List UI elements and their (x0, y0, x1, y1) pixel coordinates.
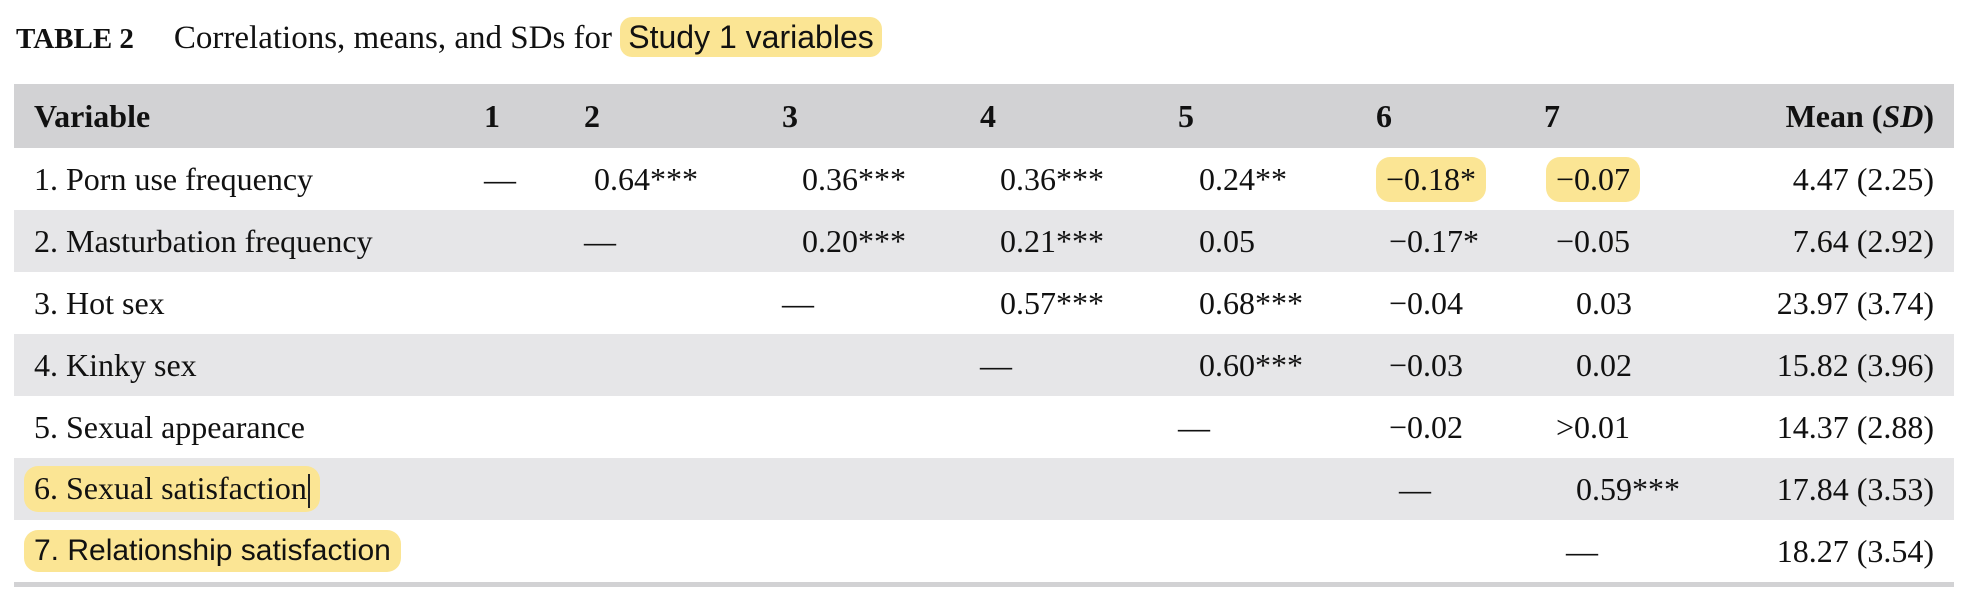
row-value: −0.05 (1556, 222, 1631, 259)
header-variable: Variable (34, 97, 151, 134)
row-value-highlighted[interactable]: −0.07 (1546, 148, 1641, 210)
table-row: 4. Kinky sex — 0.60*** −0.03 0.02 15.82 … (14, 334, 1954, 396)
row-value: >0.01 (1556, 408, 1631, 445)
row-value: 0.36*** (802, 160, 906, 197)
row-value: — (584, 222, 616, 259)
header-col-7: 7 (1544, 97, 1560, 134)
row-value: 0.02 (1576, 346, 1632, 383)
table-row: 6. Sexual satisfaction — 0.59*** 17.84 (… (14, 458, 1954, 520)
row-value: −0.02 (1389, 408, 1464, 445)
correlation-table: Variable 1 2 3 4 5 6 7 Mean (SD) 1. Porn… (14, 84, 1954, 587)
row-value: 0.05 (1199, 222, 1255, 259)
row-variable: 3. Hot sex (34, 284, 165, 321)
table-header-row: Variable 1 2 3 4 5 6 7 Mean (SD) (14, 84, 1954, 148)
table-row: 7. Relationship satisfaction — 18.27 (3.… (14, 520, 1954, 582)
row-mean-sd: 18.27 (3.54) (1776, 532, 1934, 569)
row-value: — (484, 160, 516, 197)
caption-text: Correlations, means, and SDs for (173, 20, 613, 56)
header-mean-label: Mean ( (1785, 97, 1883, 134)
row-value: 0.24** (1199, 160, 1287, 197)
highlighted-value[interactable]: −0.07 (1546, 156, 1641, 202)
header-col-1: 1 (484, 97, 500, 134)
header-col-6: 6 (1376, 97, 1392, 134)
row-mean-sd: 15.82 (3.96) (1776, 346, 1934, 383)
row-value: — (1178, 408, 1210, 445)
table-row: 1. Porn use frequency — 0.64*** 0.36*** … (14, 148, 1954, 210)
highlighted-variable[interactable]: 7. Relationship satisfaction (24, 530, 401, 572)
table-row: 5. Sexual appearance — −0.02 >0.01 14.37… (14, 396, 1954, 458)
caption-highlighted-text[interactable]: Study 1 variables (620, 17, 882, 57)
row-value: 0.21*** (1000, 222, 1104, 259)
variable-text: 6. Sexual satisfaction (34, 469, 307, 506)
header-col-3: 3 (782, 97, 798, 134)
row-value: 0.59*** (1576, 470, 1680, 507)
table-row: 3. Hot sex — 0.57*** 0.68*** −0.04 0.03 … (14, 272, 1954, 334)
row-variable: 1. Porn use frequency (34, 160, 314, 197)
row-value: −0.04 (1389, 284, 1464, 321)
table-caption: TABLE 2 Correlations, means, and SDs for … (16, 10, 882, 64)
row-mean-sd: 14.37 (2.88) (1776, 408, 1934, 445)
highlighted-variable[interactable]: 6. Sexual satisfaction (24, 465, 320, 513)
row-value: — (1566, 532, 1598, 569)
header-mean-sd: Mean (SD) (1786, 84, 1934, 148)
row-mean-sd: 4.47 (2.25) (1792, 160, 1934, 197)
row-value: 0.03 (1576, 284, 1632, 321)
header-col-5: 5 (1178, 97, 1194, 134)
row-value: 0.57*** (1000, 284, 1104, 321)
row-value: 0.68*** (1199, 284, 1303, 321)
row-value: 0.20*** (802, 222, 906, 259)
row-mean-sd: 17.84 (3.53) (1776, 470, 1934, 507)
row-value: — (782, 284, 814, 321)
row-mean-sd: 23.97 (3.74) (1776, 284, 1934, 321)
row-value: — (980, 346, 1012, 383)
row-value: — (1399, 470, 1431, 507)
row-mean-sd: 7.64 (2.92) (1792, 222, 1934, 259)
header-col-4: 4 (980, 97, 996, 134)
row-value: 0.36*** (1000, 160, 1104, 197)
highlighted-value[interactable]: −0.18* (1376, 156, 1487, 202)
row-variable: 4. Kinky sex (34, 346, 197, 383)
row-variable: 2. Masturbation frequency (34, 222, 373, 259)
table-row: 2. Masturbation frequency — 0.20*** 0.21… (14, 210, 1954, 272)
header-sd-label: SD (1882, 97, 1924, 134)
header-col-2: 2 (584, 97, 600, 134)
table-label: TABLE 2 (16, 23, 134, 55)
text-cursor (307, 474, 310, 509)
row-variable-highlighted[interactable]: 7. Relationship satisfaction (24, 520, 401, 582)
row-value: 0.64*** (594, 160, 698, 197)
header-mean-close: ) (1923, 97, 1934, 134)
row-value-highlighted[interactable]: −0.18* (1376, 148, 1487, 210)
row-value: 0.60*** (1199, 346, 1303, 383)
row-value: −0.03 (1389, 346, 1464, 383)
row-value: −0.17* (1389, 222, 1480, 259)
row-variable: 5. Sexual appearance (34, 408, 305, 445)
row-variable-highlighted[interactable]: 6. Sexual satisfaction (24, 458, 320, 520)
